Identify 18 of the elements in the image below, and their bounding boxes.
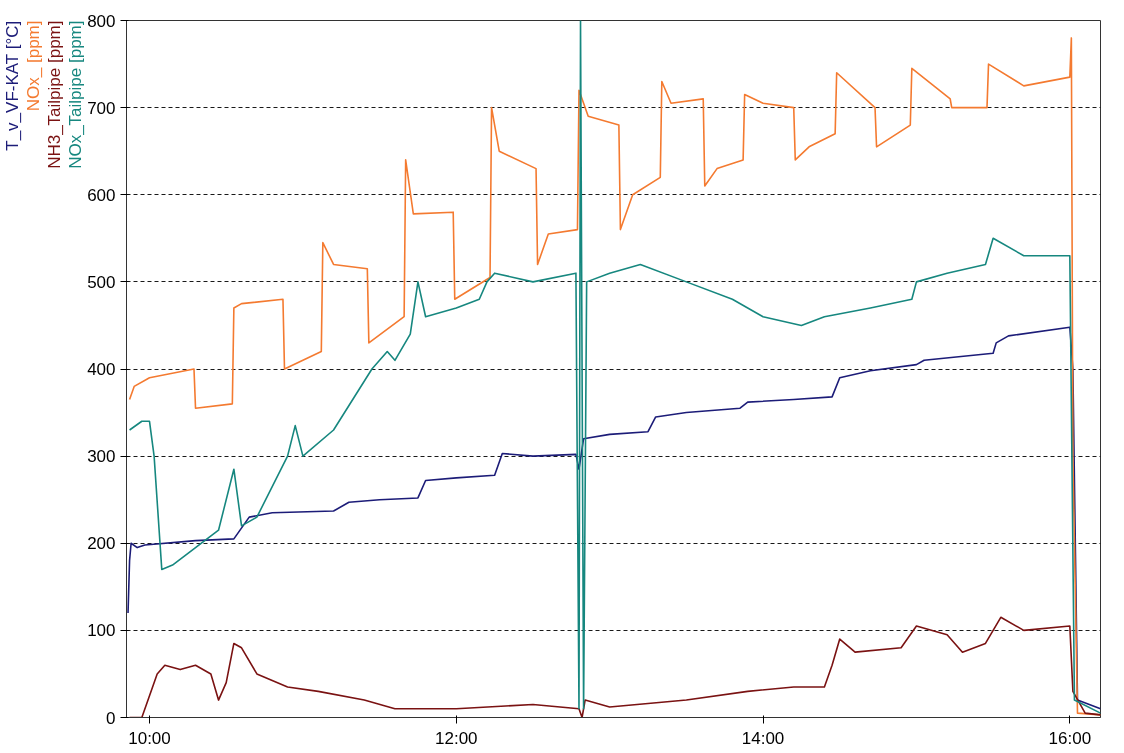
y-tick-label: 500 — [87, 272, 116, 292]
x-tick-label: 10:00 — [128, 728, 171, 748]
y-tick-label: 400 — [87, 360, 116, 379]
x-tick-label: 16:00 — [1048, 728, 1092, 748]
text: NH3_Tailpipe [ppm] — [44, 20, 64, 169]
text: NOx_ [ppm] — [23, 20, 43, 112]
y-tick-label: 0 — [106, 708, 116, 728]
x-tick-label: 12:00 — [435, 728, 478, 748]
y-tick-label: 100 — [87, 621, 116, 641]
y-tick-label: 700 — [87, 98, 116, 118]
y-tick-label: 300 — [87, 447, 116, 467]
y-tick-label: 200 — [87, 534, 116, 554]
y-tick-label: 800 — [87, 11, 116, 31]
x-tick-label: 14:00 — [741, 728, 785, 748]
text: T_v_VF-KAT [°C] — [2, 20, 22, 151]
line-series — [127, 326, 1101, 710]
text: NOx_Tailpipe [ppm] — [65, 20, 85, 169]
y-tick-label: 600 — [87, 185, 116, 205]
